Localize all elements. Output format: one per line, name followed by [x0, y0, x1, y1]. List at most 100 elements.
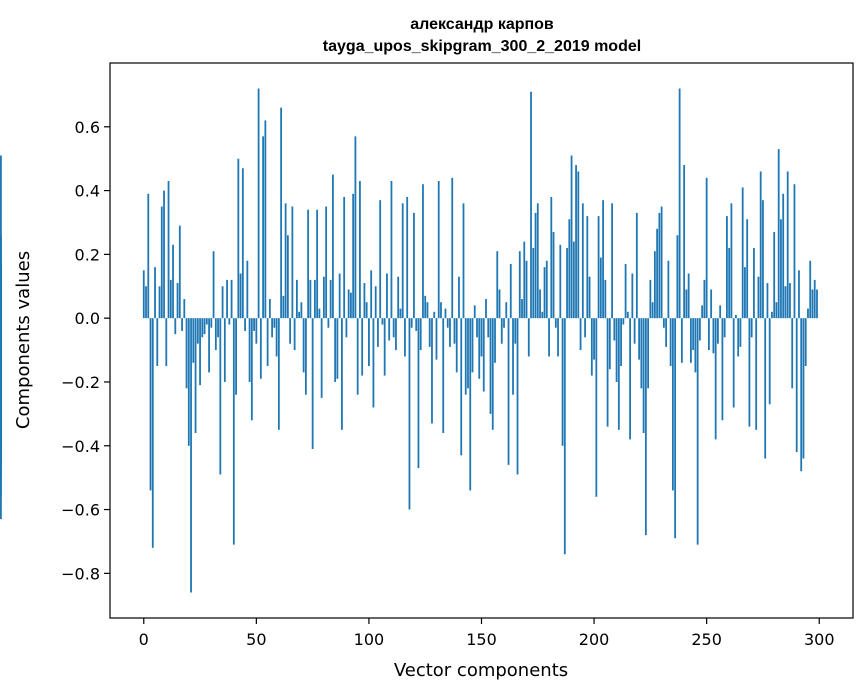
bar [593, 318, 595, 360]
bar [768, 318, 771, 405]
bar [419, 318, 422, 351]
bar [804, 318, 807, 367]
bar [194, 318, 197, 433]
bar [250, 318, 253, 421]
bar [653, 251, 656, 319]
bar [237, 158, 240, 319]
bar [284, 203, 287, 319]
bar [563, 318, 566, 555]
bar [543, 267, 546, 319]
bar [550, 196, 553, 319]
bar [356, 318, 359, 395]
bar [431, 318, 433, 424]
bar [478, 318, 481, 379]
bar [426, 302, 429, 319]
bar [539, 289, 541, 319]
bar [190, 318, 192, 593]
bar [719, 305, 722, 319]
bar [694, 318, 697, 373]
bar [277, 318, 280, 430]
bar [239, 273, 242, 319]
bar [368, 318, 370, 367]
bar [708, 318, 710, 351]
bar [595, 318, 598, 497]
bar [444, 308, 447, 319]
bar [527, 318, 530, 357]
bar [791, 318, 794, 389]
bar [559, 244, 562, 319]
bar [746, 219, 749, 319]
bar [410, 318, 413, 328]
bar [154, 267, 156, 319]
x-tick-label: 150 [466, 630, 497, 649]
bar [228, 318, 231, 325]
bar [446, 318, 449, 328]
bar [449, 318, 451, 347]
bar [338, 273, 341, 319]
bar [487, 318, 490, 338]
bar [205, 318, 208, 325]
bar [717, 318, 719, 344]
bar [588, 276, 591, 319]
bar [163, 190, 165, 319]
bar [723, 318, 726, 338]
bar [327, 318, 330, 328]
bar [572, 241, 575, 319]
bar [651, 302, 654, 319]
bar [230, 279, 233, 319]
bar [458, 276, 460, 319]
bar [516, 318, 519, 475]
bar [750, 318, 753, 338]
bar [699, 318, 701, 341]
bar [557, 318, 559, 357]
bar [160, 206, 163, 319]
bar [363, 283, 366, 319]
bar [795, 318, 798, 453]
bar [415, 318, 418, 331]
bar [401, 203, 404, 319]
bar [395, 318, 397, 351]
bar [268, 299, 271, 319]
bar [295, 279, 298, 319]
bar [0, 318, 2, 386]
bar [320, 318, 323, 398]
bar [464, 318, 467, 395]
bar [647, 318, 650, 389]
bar [728, 248, 731, 319]
y-tick-label: 0.4 [75, 182, 100, 201]
bar [813, 279, 816, 319]
bar [807, 308, 809, 319]
bar [793, 184, 796, 319]
bar [435, 318, 438, 360]
bar [156, 318, 159, 367]
bar [775, 302, 778, 319]
x-tick-label: 300 [804, 630, 835, 649]
bar [816, 289, 818, 319]
bar [685, 289, 688, 319]
bar [212, 251, 215, 319]
bar [762, 200, 764, 319]
bar [453, 318, 456, 344]
bar [374, 286, 377, 319]
bar [347, 289, 350, 319]
bar [705, 177, 708, 319]
bar [244, 318, 246, 331]
bar [322, 276, 325, 319]
bar [318, 308, 321, 319]
bar [789, 283, 791, 319]
bar [530, 91, 532, 319]
bar [309, 279, 312, 319]
bar [689, 318, 692, 363]
bar [462, 203, 465, 319]
bar [167, 181, 170, 319]
y-tick-label: 0.0 [75, 309, 100, 328]
bar [291, 206, 294, 319]
x-tick-label: 50 [246, 630, 266, 649]
bar [307, 209, 310, 319]
x-tick-label: 250 [691, 630, 722, 649]
bar [494, 318, 496, 363]
chart-subtitle: tayga_upos_skipgram_300_2_2019 model [323, 38, 641, 55]
bar [640, 318, 643, 389]
bar [489, 318, 492, 414]
bar [196, 318, 199, 344]
